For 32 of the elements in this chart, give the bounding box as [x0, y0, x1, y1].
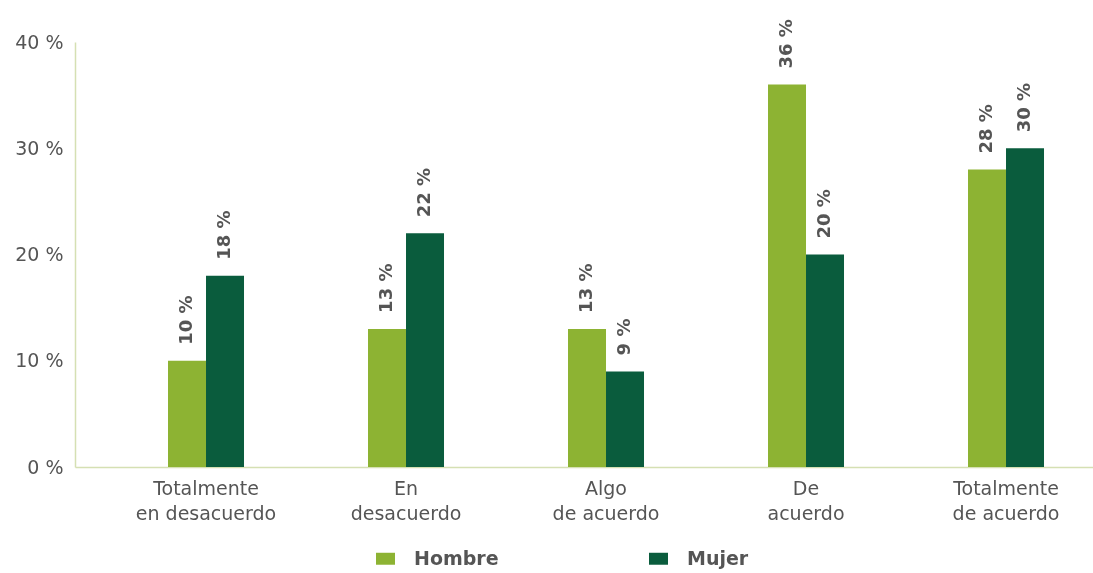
- x-tick-label: Totalmente en desacuerdo: [135, 476, 277, 524]
- bar: [406, 233, 445, 467]
- data-label: 22 %: [413, 167, 435, 218]
- bar: [806, 254, 845, 467]
- data-label: 20 %: [813, 189, 835, 239]
- y-tick-label: 0 %: [27, 455, 64, 478]
- y-tick-label: 30 %: [15, 136, 64, 159]
- bar: [168, 360, 207, 467]
- bar: [568, 328, 607, 467]
- data-label: 10 %: [175, 295, 197, 345]
- bar: [968, 169, 1007, 467]
- bar: [368, 328, 407, 467]
- data-label: 28 %: [975, 104, 997, 154]
- x-tick-label: En desacuerdo: [350, 476, 462, 524]
- legend-label: Hombre: [414, 546, 499, 569]
- legend-label: Mujer: [687, 546, 749, 569]
- y-tick-label: 10 %: [15, 349, 64, 372]
- data-label: 18 %: [213, 210, 235, 260]
- x-tick-label: Algo de acuerdo: [552, 476, 660, 524]
- y-tick-label: 40 %: [15, 30, 64, 53]
- data-label: 36 %: [775, 19, 797, 69]
- data-label: 9 %: [613, 318, 635, 356]
- x-tick-label: De acuerdo: [767, 476, 845, 524]
- data-label: 13 %: [575, 263, 597, 313]
- data-label: 30 %: [1013, 82, 1035, 133]
- bar: [206, 275, 245, 467]
- data-label: 13 %: [375, 263, 397, 313]
- bar: [1006, 148, 1045, 467]
- y-tick-label: 20 %: [15, 243, 64, 265]
- bar: [606, 371, 645, 467]
- bar: [768, 84, 807, 467]
- x-tick-label: Totalmente de acuerdo: [952, 476, 1060, 524]
